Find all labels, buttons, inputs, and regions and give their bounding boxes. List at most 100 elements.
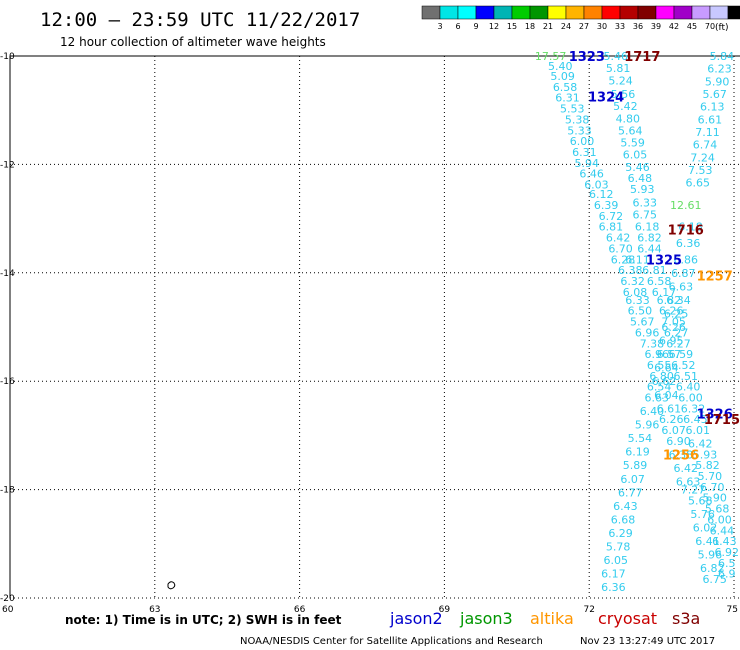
wave-height-value: 5.68 [688, 494, 713, 507]
wave-height-value: 5.24 [608, 74, 633, 87]
wave-height-value: 6.34 [666, 294, 691, 307]
color-swatch [619, 5, 639, 20]
wave-height-value: 5.46 [603, 50, 628, 63]
color-scale-label: 3 [437, 22, 442, 31]
wave-height-value: 5.59 [620, 137, 645, 150]
legend-item: altika [530, 609, 574, 628]
wave-height-value: 6.9 [718, 568, 736, 581]
wave-height-value: 6.90 [666, 435, 691, 448]
wave-height-value: 5.94 [575, 157, 600, 170]
wave-height-value: 6.50 [628, 305, 653, 318]
wave-height-value: 6.32 [620, 275, 645, 288]
color-swatch [565, 5, 585, 20]
wave-height-value: 6.74 [693, 138, 718, 151]
pass-time-label: 1716 [668, 223, 704, 238]
wave-height-value: 6.63 [676, 475, 701, 488]
wave-height-value: 6.63 [669, 280, 694, 293]
color-scale-label: 9 [473, 22, 478, 31]
wave-height-value: 6.41 [695, 535, 720, 548]
wave-height-value: 6.38 [618, 264, 643, 277]
wave-height-value: 6.54 [647, 381, 672, 394]
wave-height-value: 6.52 [671, 359, 696, 372]
wave-height-value: 6.05 [623, 149, 648, 162]
y-tick-label: -18 [0, 486, 15, 496]
wave-height-value: 5.33 [567, 124, 592, 137]
wave-height-value: 6.43 [613, 500, 638, 513]
wave-height-value: 6.40 [676, 381, 701, 394]
tick-labels: 60 63 66 69 72 75 -10 -12 -14 -16 -18 -20 [0, 52, 738, 615]
wave-height-value: 6.07 [620, 473, 645, 486]
color-scale-label: 45 [687, 22, 697, 31]
color-scale-label: 36 [633, 22, 643, 31]
x-tick-label: 72 [583, 605, 594, 615]
color-scale-label: 70 [705, 22, 715, 31]
y-tick-label: -14 [0, 269, 15, 279]
pass-time-label: 1324 [588, 91, 624, 106]
wave-height-value: 5.89 [623, 459, 648, 472]
wave-height-value: 6.00 [707, 513, 732, 526]
wave-height-value: 6.01 [686, 424, 711, 437]
pass-time-label: 1257 [697, 270, 733, 285]
data-points: 5.405.096.586.315.535.385.336.006.315.94… [535, 50, 739, 594]
wave-height-value: 6.19 [625, 446, 650, 459]
wave-height-value: 6.32 [681, 402, 706, 415]
color-scale: 3 6 9 12 15 18 21 24 27 30 33 36 39 42 45 70 [421, 5, 740, 31]
wave-height-value: 6.70 [608, 242, 633, 255]
wave-height-value: 6.81 [599, 221, 624, 234]
wave-height-value: 6.18 [678, 221, 703, 234]
wave-height-value: 6.26 [659, 305, 684, 318]
color-swatch [475, 5, 495, 20]
wave-height-value: 5.56 [611, 88, 636, 101]
wave-height-value: 6.39 [594, 199, 619, 212]
wave-height-value: 5.42 [613, 100, 638, 113]
y-tick-label: -20 [0, 594, 15, 604]
wave-height-value: 5.78 [606, 541, 631, 554]
pass-time-label: 1717 [624, 50, 660, 65]
wave-height-value: 6.59 [669, 348, 694, 361]
wave-height-value: 6.82 [657, 294, 682, 307]
wave-height-value: 6.75 [702, 573, 727, 586]
footer-credit: NOAA/NESDIS Center for Satellite Applica… [240, 636, 543, 647]
color-swatch [457, 5, 477, 20]
wave-height-value: 6.17 [601, 568, 626, 581]
wave-height-value: 6.82 [700, 562, 725, 575]
wave-height-value: 7.38 [640, 337, 665, 350]
wave-height-value: 6.5 [718, 557, 736, 570]
wave-height-value: 6.45 [683, 413, 708, 426]
color-scale-label: 33 [615, 22, 625, 31]
wave-height-value: 6.08 [623, 286, 648, 299]
pass-time-label: 1715 [704, 413, 740, 428]
x-tick-label: 63 [149, 605, 160, 615]
wave-height-value: 6.70 [700, 481, 725, 494]
wave-height-value: 6.00 [570, 135, 595, 148]
pass-time-label: 1325 [646, 253, 682, 268]
wave-height-value: 6.18 [635, 221, 660, 234]
wave-height-value: 6.42 [673, 462, 698, 475]
wave-height-value: 5.70 [698, 470, 723, 483]
legend-item: s3a [672, 609, 700, 628]
wave-height-value: 6.04 [654, 389, 679, 402]
wave-height-value: 6.58 [647, 275, 672, 288]
color-swatch [727, 5, 740, 20]
wave-height-value: 6.42 [606, 232, 631, 245]
chart-subtitle: 12 hour collection of altimeter wave hei… [60, 35, 326, 49]
x-tick-label: 60 [2, 605, 14, 615]
wave-height-value: 6.31 [572, 146, 597, 159]
wave-height-value: 6.77 [618, 486, 643, 499]
wave-height-value: 6.38 [669, 448, 694, 461]
wave-height-value: 5.46 [625, 161, 650, 174]
wave-height-value: 6.96 [635, 326, 660, 339]
wave-height-value: 6.23 [707, 62, 732, 75]
wave-height-value: 6.33 [625, 294, 650, 307]
color-scale-unit: (ft) [715, 23, 729, 33]
wave-height-value: 6.05 [603, 554, 628, 567]
wave-height-value: 6.51 [673, 370, 698, 383]
wave-height-value: 6.11 [625, 253, 650, 266]
wave-height-value: 6.42 [688, 438, 713, 451]
wave-height-value: 6.72 [599, 210, 624, 223]
wave-height-value: 5.53 [560, 103, 585, 116]
wave-height-value: 6.26 [659, 413, 684, 426]
color-scale-label: 27 [579, 22, 589, 31]
wave-height-value: 6.58 [553, 81, 578, 94]
